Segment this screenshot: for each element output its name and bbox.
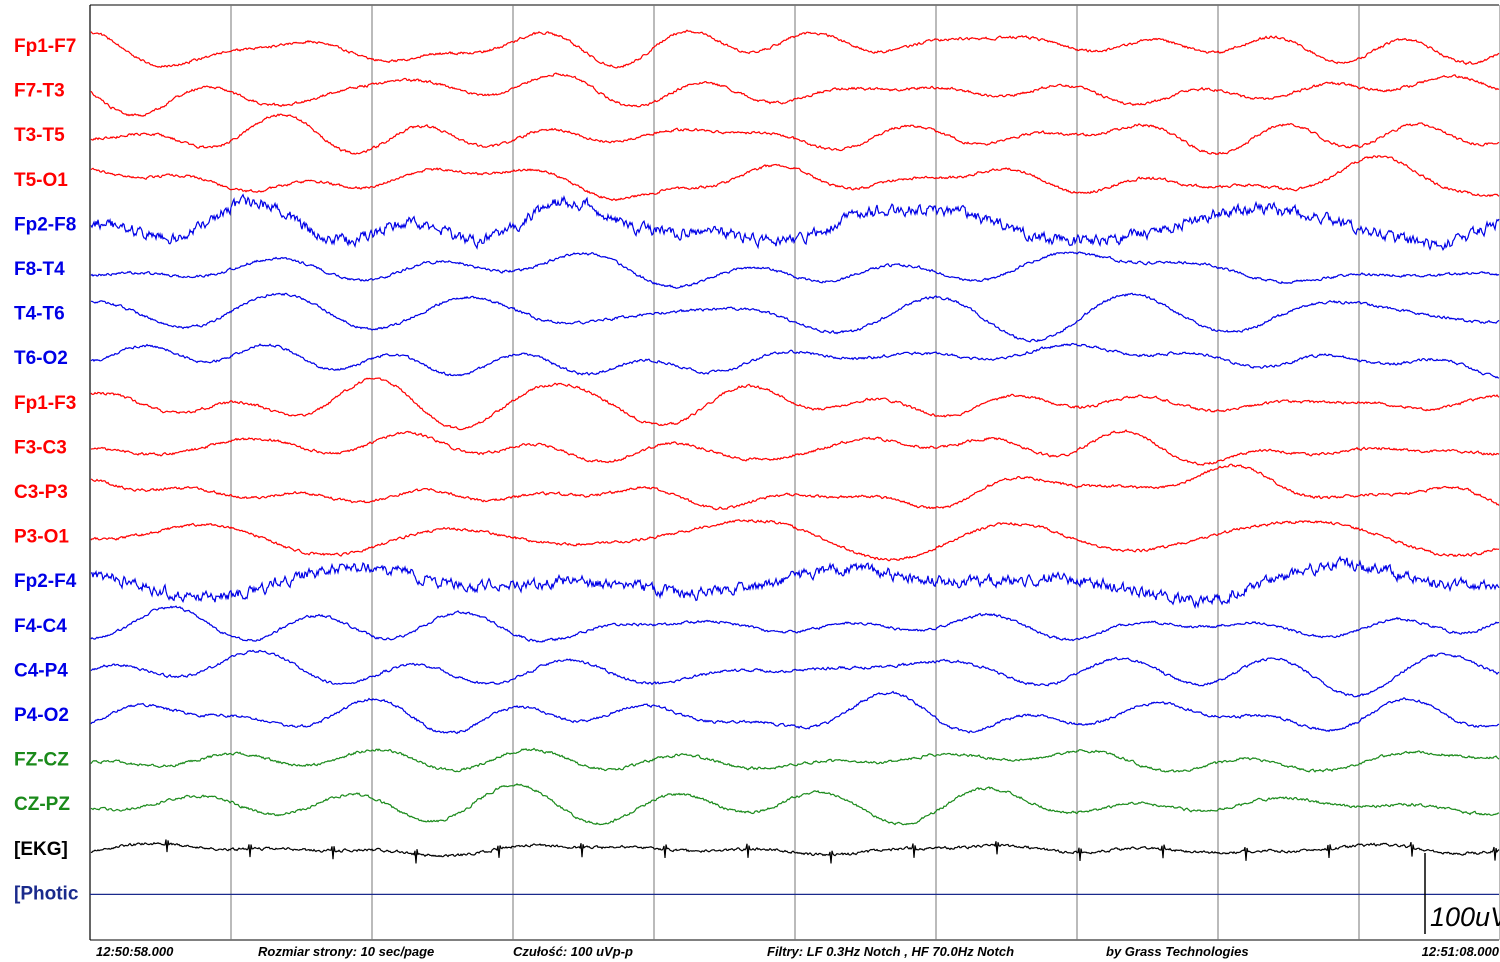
channel-trace	[90, 463, 1500, 511]
channel-trace	[90, 155, 1500, 202]
channel-label: [EKG]	[14, 839, 68, 860]
channel-label: C3-P3	[14, 482, 68, 503]
channel-label: Fp1-F7	[14, 36, 76, 57]
channel-trace	[90, 429, 1500, 466]
channel-trace	[90, 377, 1500, 431]
filters: Filtry: LF 0.3Hz Notch , HF 70.0Hz Notch	[767, 944, 1014, 959]
channel-label: P4-O2	[14, 705, 69, 726]
end-time: 12:51:08.000	[1422, 944, 1500, 959]
channel-label: FZ-CZ	[14, 750, 69, 771]
channel-label: [Photic	[14, 883, 79, 904]
channel-label: T6-O2	[14, 348, 68, 369]
sensitivity: Czułość: 100 uVp-p	[513, 944, 633, 959]
channel-trace	[90, 605, 1500, 643]
channel-trace	[90, 251, 1500, 289]
channel-label: T4-T6	[14, 304, 65, 325]
vendor: by Grass Technologies	[1106, 944, 1249, 959]
channel-trace	[90, 113, 1500, 156]
channel-label: T3-T5	[14, 125, 65, 146]
channel-label: Fp2-F4	[14, 571, 77, 592]
channel-label: F7-T3	[14, 81, 65, 102]
channel-label: T5-O1	[14, 170, 68, 191]
channel-trace	[90, 29, 1500, 69]
channel-trace	[90, 690, 1500, 735]
channel-label: Fp2-F8	[14, 214, 76, 235]
channel-trace	[90, 555, 1500, 610]
channel-trace	[90, 342, 1500, 379]
channel-trace	[90, 839, 1500, 864]
channel-trace	[90, 783, 1500, 826]
channel-trace	[90, 72, 1500, 117]
channel-trace	[91, 292, 1500, 343]
channel-trace	[90, 747, 1500, 773]
page-size: Rozmiar strony: 10 sec/page	[258, 944, 434, 959]
channel-label: CZ-PZ	[14, 794, 70, 815]
channel-label: Fp1-F3	[14, 393, 76, 414]
start-time: 12:50:58.000	[96, 944, 174, 959]
channel-trace	[90, 193, 1500, 252]
channel-label: F4-C4	[14, 616, 67, 637]
channel-trace	[90, 649, 1500, 698]
channel-label: P3-O1	[14, 527, 69, 548]
channel-label: F8-T4	[14, 259, 65, 280]
traces	[90, 29, 1500, 895]
channel-label: F3-C3	[14, 437, 67, 458]
channel-trace	[90, 519, 1500, 562]
channel-label: C4-P4	[14, 660, 68, 681]
time-grid	[89, 4, 1500, 941]
channel-labels: Fp1-F7 F7-T3 T3-T5 T5-O1 Fp2-F8 F8-T4 T4-T6 T6-…	[14, 36, 79, 904]
